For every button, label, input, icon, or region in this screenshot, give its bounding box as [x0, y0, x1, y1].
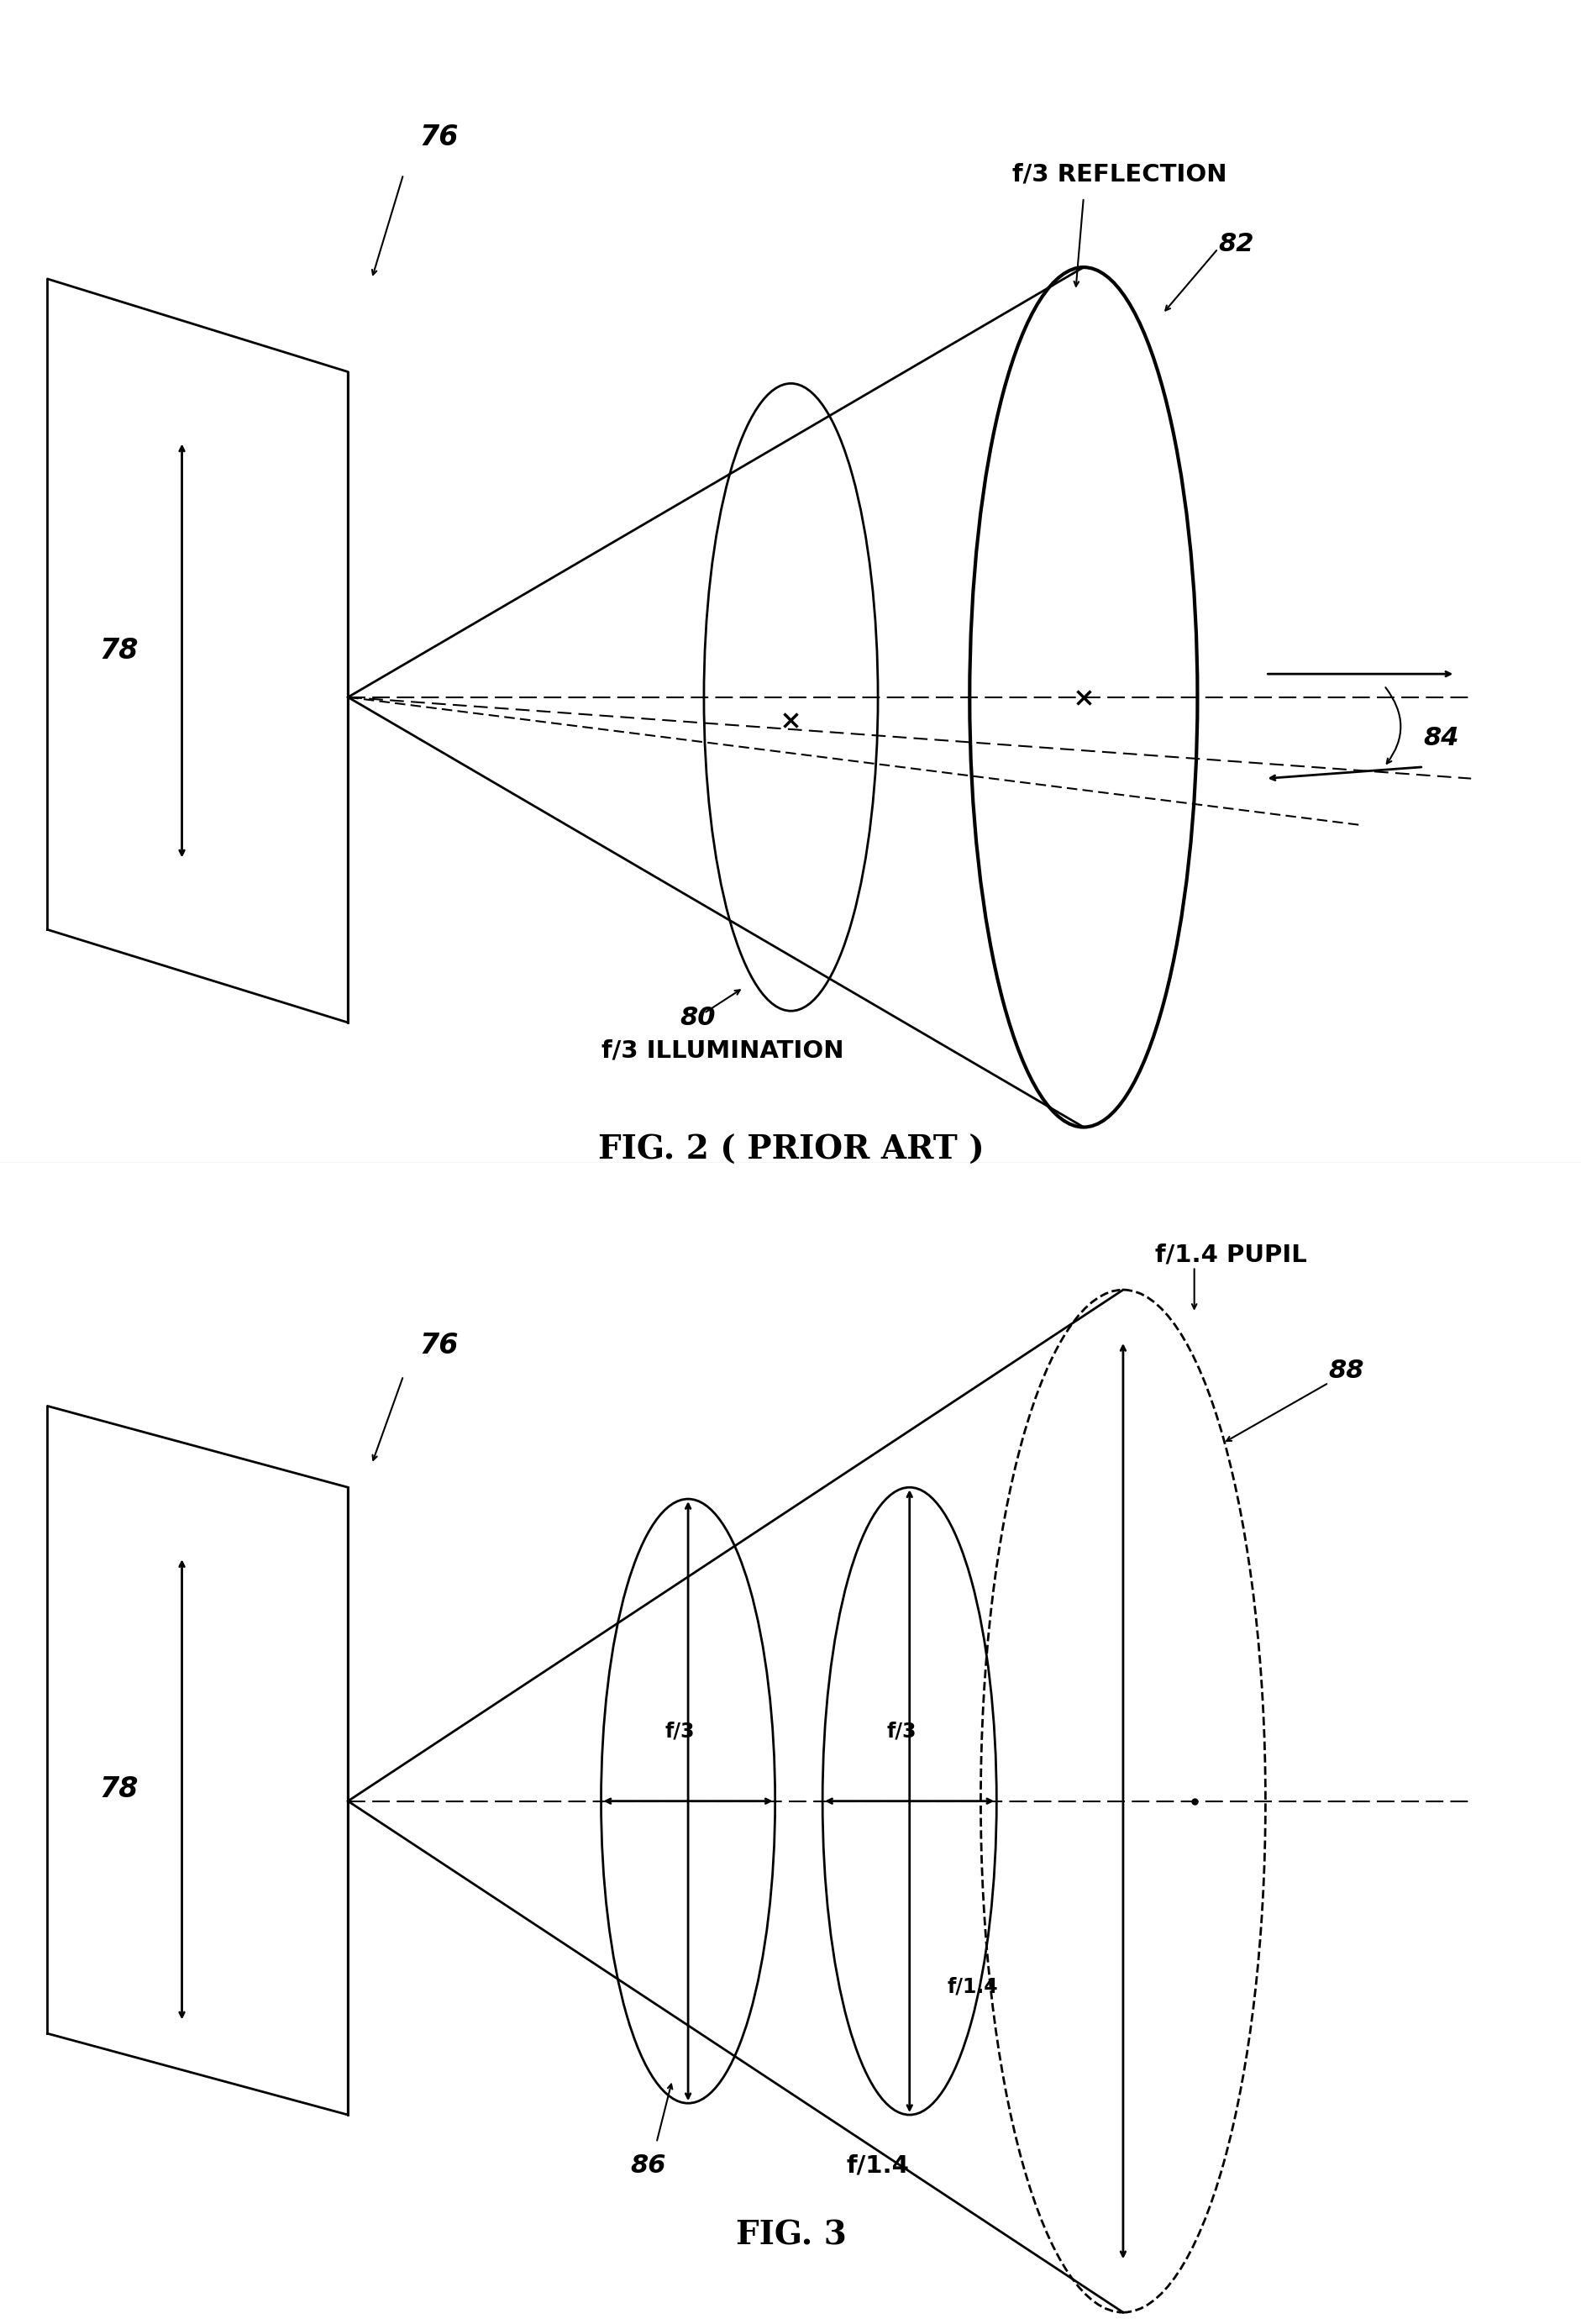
- Text: 76: 76: [419, 1332, 458, 1360]
- Text: f/3 ILLUMINATION: f/3 ILLUMINATION: [601, 1039, 843, 1062]
- Text: f/3: f/3: [887, 1722, 915, 1741]
- Text: f/3 REFLECTION: f/3 REFLECTION: [1012, 163, 1227, 186]
- Text: f/1.4: f/1.4: [947, 1978, 998, 1996]
- Text: 78: 78: [100, 637, 138, 665]
- Text: 80: 80: [680, 1006, 716, 1030]
- Text: 82: 82: [1217, 232, 1254, 256]
- Text: 86: 86: [631, 2154, 666, 2178]
- Text: f/1.4: f/1.4: [846, 2154, 909, 2178]
- Text: 88: 88: [1328, 1360, 1364, 1383]
- Text: FIG. 2 ( PRIOR ART ): FIG. 2 ( PRIOR ART ): [598, 1134, 983, 1167]
- Text: 84: 84: [1423, 725, 1459, 751]
- Text: FIG. 3: FIG. 3: [735, 2219, 846, 2252]
- Text: 76: 76: [419, 123, 458, 151]
- Text: f/3: f/3: [666, 1722, 694, 1741]
- Text: f/1.4 PUPIL: f/1.4 PUPIL: [1154, 1243, 1306, 1267]
- Text: 78: 78: [100, 1776, 138, 1803]
